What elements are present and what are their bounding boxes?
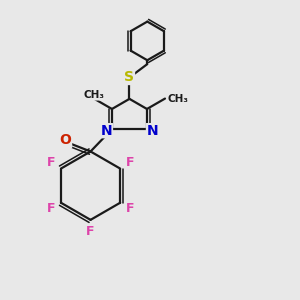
Text: F: F (47, 202, 56, 215)
Text: N: N (101, 124, 112, 138)
Text: N: N (146, 124, 158, 138)
Text: F: F (126, 156, 134, 170)
Text: CH₃: CH₃ (168, 94, 189, 103)
Text: CH₃: CH₃ (83, 90, 104, 100)
Text: F: F (47, 156, 56, 170)
Text: O: O (60, 134, 71, 148)
Text: F: F (86, 225, 95, 238)
Text: F: F (126, 202, 134, 215)
Text: S: S (124, 70, 134, 85)
